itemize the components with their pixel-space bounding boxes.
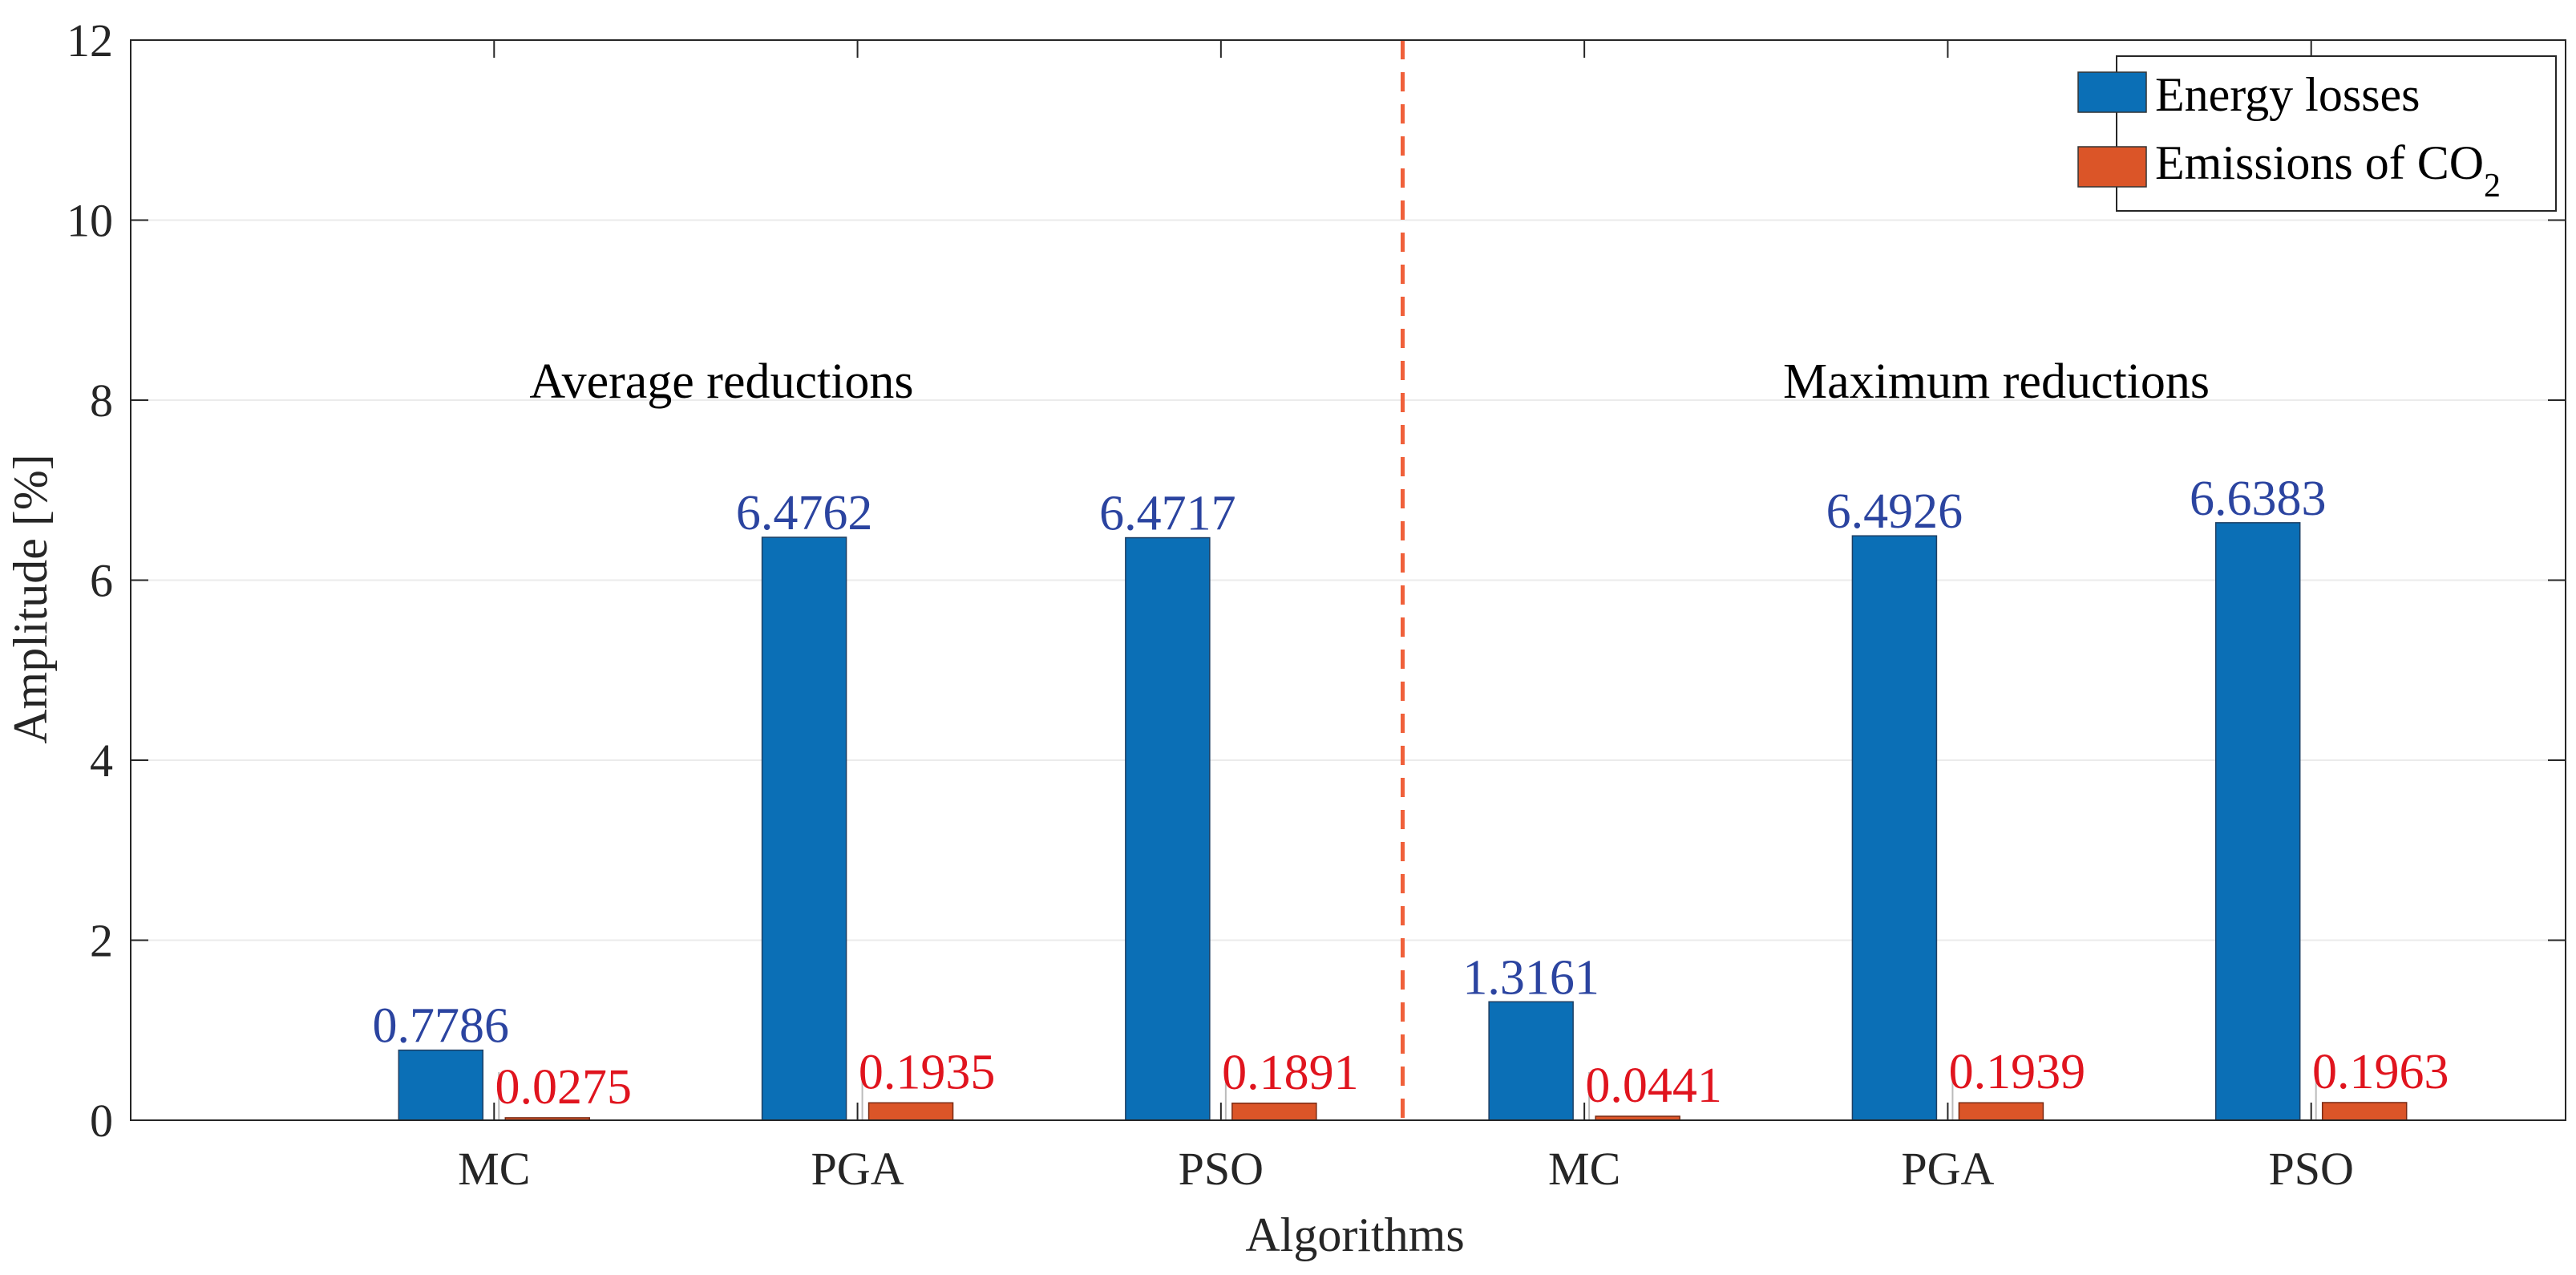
- y-tick-label: 0: [90, 1095, 113, 1147]
- axes-layer: 0 2 4 6 8 10 12 MC PGA PSO MC PGA PSO: [67, 14, 2566, 1195]
- y-axis-title: Amplitude [%]: [4, 454, 57, 744]
- x-tick-label: PSO: [2268, 1143, 2353, 1195]
- data-label-emissions-co2: 0.1891: [1222, 1046, 1359, 1100]
- legend-box: [2116, 55, 2557, 212]
- data-label-emissions-co2: 0.1939: [1949, 1045, 2086, 1099]
- data-label-emissions-co2: 0.0441: [1585, 1058, 1722, 1113]
- y-tick-label: 8: [90, 374, 113, 427]
- legend-swatch-co2: [2077, 146, 2147, 188]
- data-label-energy-losses: 1.3161: [1462, 950, 1599, 1005]
- plot-frame: [130, 39, 2566, 1121]
- bar-energy-losses: [398, 1049, 484, 1121]
- bar-emissions-co2: [1958, 1102, 2044, 1121]
- x-tick-label: PGA: [811, 1143, 904, 1195]
- x-tick-label: PSO: [1179, 1143, 1264, 1195]
- legend-swatch-energy: [2077, 71, 2147, 113]
- data-label-energy-losses: 0.7786: [373, 999, 510, 1054]
- bar-emissions-co2: [2321, 1102, 2408, 1121]
- bar-energy-losses: [1851, 535, 1938, 1121]
- legend-label-co2-subscript: 2: [2484, 168, 2501, 204]
- bar-energy-losses: [1125, 536, 1211, 1121]
- group-label-average: Average reductions: [529, 354, 913, 409]
- legend: Energy losses Emissions of CO2: [2077, 55, 2557, 212]
- data-label-emissions-co2: 0.1963: [2312, 1045, 2449, 1099]
- legend-label-energy: Energy losses: [2155, 68, 2420, 121]
- bar-energy-losses: [2214, 522, 2301, 1121]
- y-tick-label: 6: [90, 555, 113, 607]
- x-axis-title: Algorithms: [1245, 1208, 1464, 1261]
- bar-energy-losses: [1488, 1001, 1574, 1121]
- data-label-emissions-co2: 0.1935: [859, 1045, 996, 1099]
- data-label-energy-losses: 6.4717: [1099, 487, 1236, 541]
- y-tick-label: 4: [90, 735, 113, 787]
- bar-emissions-co2: [867, 1102, 954, 1121]
- legend-label-co2: Emissions of CO2: [2155, 136, 2501, 204]
- y-tick-label: 12: [67, 14, 113, 67]
- data-label-energy-losses: 6.4926: [1826, 484, 1963, 539]
- group-label-maximum: Maximum reductions: [1783, 354, 2210, 409]
- bar-energy-losses: [761, 536, 847, 1121]
- bar-layer: [398, 522, 2408, 1121]
- bar-emissions-co2: [1231, 1103, 1317, 1121]
- y-tick-label: 10: [67, 195, 113, 247]
- data-label-energy-losses: 6.4762: [736, 486, 873, 540]
- x-tick-label: MC: [1548, 1143, 1620, 1195]
- x-tick-label: MC: [458, 1143, 530, 1195]
- label-layer: 0.7786 0.0275 6.4762 0.1935 6.4717 0.1891 1.31…: [373, 472, 2449, 1115]
- data-label-energy-losses: 6.6383: [2190, 472, 2327, 526]
- data-label-emissions-co2: 0.0275: [495, 1060, 633, 1115]
- x-tick-label: PGA: [1901, 1143, 1994, 1195]
- y-tick-label: 2: [90, 915, 113, 967]
- grid-layer: [131, 219, 2566, 941]
